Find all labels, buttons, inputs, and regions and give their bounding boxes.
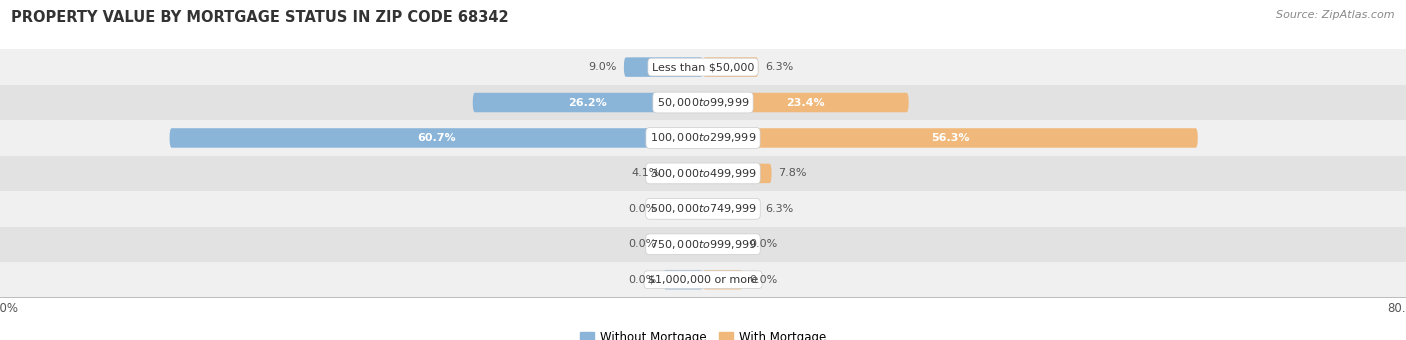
Text: 0.0%: 0.0% bbox=[628, 239, 657, 249]
FancyBboxPatch shape bbox=[703, 57, 758, 77]
Text: 9.0%: 9.0% bbox=[589, 62, 617, 72]
Text: 6.3%: 6.3% bbox=[765, 204, 793, 214]
Bar bbox=[0, 191, 1406, 226]
Legend: Without Mortgage, With Mortgage: Without Mortgage, With Mortgage bbox=[575, 326, 831, 340]
Text: 26.2%: 26.2% bbox=[568, 98, 607, 107]
Text: Less than $50,000: Less than $50,000 bbox=[652, 62, 754, 72]
Text: $500,000 to $749,999: $500,000 to $749,999 bbox=[650, 202, 756, 215]
FancyBboxPatch shape bbox=[472, 93, 703, 112]
Text: PROPERTY VALUE BY MORTGAGE STATUS IN ZIP CODE 68342: PROPERTY VALUE BY MORTGAGE STATUS IN ZIP… bbox=[11, 10, 509, 25]
FancyBboxPatch shape bbox=[170, 128, 703, 148]
Text: 0.0%: 0.0% bbox=[749, 239, 778, 249]
Text: $100,000 to $299,999: $100,000 to $299,999 bbox=[650, 132, 756, 144]
Bar bbox=[0, 120, 1406, 156]
Text: 4.1%: 4.1% bbox=[631, 168, 659, 179]
FancyBboxPatch shape bbox=[664, 199, 703, 219]
FancyBboxPatch shape bbox=[624, 57, 703, 77]
Bar bbox=[0, 49, 1406, 85]
FancyBboxPatch shape bbox=[703, 235, 742, 254]
FancyBboxPatch shape bbox=[703, 128, 1198, 148]
FancyBboxPatch shape bbox=[703, 93, 908, 112]
FancyBboxPatch shape bbox=[664, 270, 703, 289]
Text: Source: ZipAtlas.com: Source: ZipAtlas.com bbox=[1277, 10, 1395, 20]
Text: $300,000 to $499,999: $300,000 to $499,999 bbox=[650, 167, 756, 180]
FancyBboxPatch shape bbox=[703, 164, 772, 183]
Text: 7.8%: 7.8% bbox=[779, 168, 807, 179]
Text: 56.3%: 56.3% bbox=[931, 133, 970, 143]
FancyBboxPatch shape bbox=[703, 199, 758, 219]
Text: $750,000 to $999,999: $750,000 to $999,999 bbox=[650, 238, 756, 251]
Text: 0.0%: 0.0% bbox=[749, 275, 778, 285]
Bar bbox=[0, 226, 1406, 262]
Text: $1,000,000 or more: $1,000,000 or more bbox=[648, 275, 758, 285]
Text: 0.0%: 0.0% bbox=[628, 204, 657, 214]
Bar bbox=[0, 85, 1406, 120]
FancyBboxPatch shape bbox=[703, 270, 742, 289]
FancyBboxPatch shape bbox=[664, 235, 703, 254]
Bar bbox=[0, 262, 1406, 298]
Text: 0.0%: 0.0% bbox=[628, 275, 657, 285]
Text: $50,000 to $99,999: $50,000 to $99,999 bbox=[657, 96, 749, 109]
Text: 60.7%: 60.7% bbox=[418, 133, 456, 143]
Text: 6.3%: 6.3% bbox=[765, 62, 793, 72]
Bar bbox=[0, 156, 1406, 191]
Text: 23.4%: 23.4% bbox=[786, 98, 825, 107]
FancyBboxPatch shape bbox=[666, 164, 703, 183]
